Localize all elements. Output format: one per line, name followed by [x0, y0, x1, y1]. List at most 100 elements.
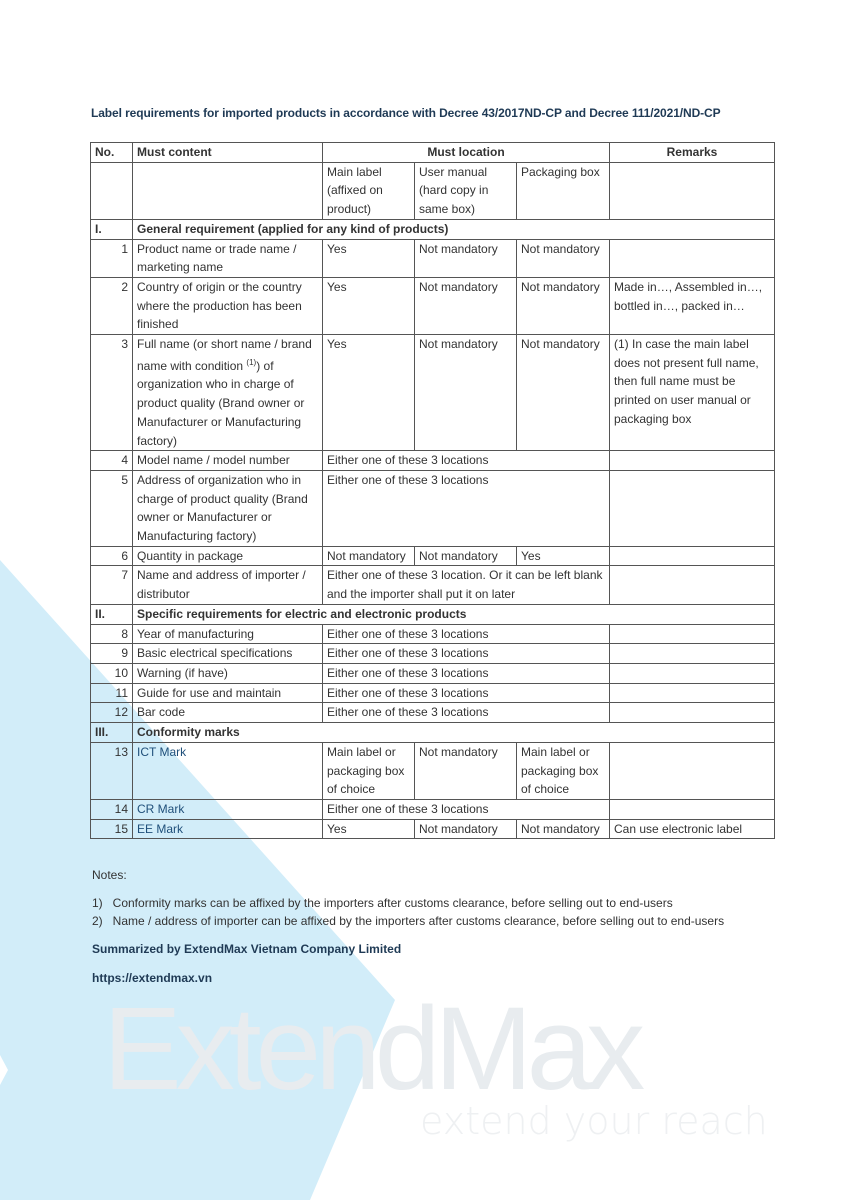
- main-cell: Yes: [322, 276, 415, 336]
- main-cell: Yes: [322, 238, 415, 278]
- either-cell: Either one of these 3 locations: [322, 450, 610, 471]
- section-no: I.: [90, 218, 133, 240]
- content-cell: Country of origin or the country where t…: [132, 276, 323, 336]
- header-location: Must location: [322, 142, 610, 163]
- table-row: 9 Basic electrical specifications Either o…: [90, 643, 775, 664]
- box-cell: Not mandatory: [516, 276, 610, 336]
- header-content: Must content: [132, 142, 323, 163]
- either-cell: Either one of these 3 locations: [322, 702, 610, 724]
- no-cell: 1: [90, 238, 133, 278]
- manual-cell: Not mandatory: [414, 238, 517, 278]
- either-cell: Either one of these 3 locations: [322, 623, 610, 645]
- section-title: General requirement (applied for any kin…: [132, 218, 775, 240]
- box-cell: Not mandatory: [516, 334, 610, 452]
- note-item: 2) Name / address of importer can be aff…: [92, 914, 725, 928]
- remarks-cell: (1) In case the main label does not pres…: [609, 334, 775, 452]
- content-cell: Bar code: [132, 702, 323, 724]
- remarks-cell: [609, 741, 775, 800]
- table-row: 14 CR Mark Either one of these 3 locations: [90, 798, 775, 820]
- notes-heading: Notes:: [92, 868, 127, 882]
- remarks-cell: [609, 623, 775, 645]
- remarks-cell: Made in…, Assembled in…, bottled in…, pa…: [609, 276, 775, 336]
- manual-cell: Not mandatory: [414, 741, 517, 800]
- no-cell: 3: [90, 334, 133, 452]
- remarks-cell: [609, 643, 775, 664]
- header-no: No.: [90, 142, 133, 163]
- remarks-cell: Can use electronic label: [609, 818, 775, 840]
- either-cell: Either one of these 3 locations: [322, 798, 610, 820]
- no-cell: 7: [90, 565, 133, 605]
- content-cell: Warning (if have): [132, 662, 323, 684]
- manual-cell: Not mandatory: [414, 276, 517, 336]
- no-cell: 11: [90, 682, 133, 704]
- no-cell: 10: [90, 662, 133, 684]
- main-cell: Yes: [322, 334, 415, 452]
- no-cell: 4: [90, 450, 133, 471]
- content-cell: Quantity in package: [132, 545, 323, 567]
- table-row: 15 EE Mark Yes Not mandatory Not mandatory Ca…: [90, 818, 775, 840]
- box-cell: Yes: [516, 545, 610, 567]
- main-cell: Main label or packaging box of choice: [322, 741, 415, 800]
- remarks-cell: [609, 702, 775, 724]
- summary-credit: Summarized by ExtendMax Vietnam Company …: [92, 942, 402, 956]
- remarks-cell: [609, 238, 775, 278]
- footnote-ref: (1): [246, 357, 257, 367]
- manual-cell: Not mandatory: [414, 334, 517, 452]
- document-title: Label requirements for imported products…: [91, 106, 721, 120]
- either-cell: Either one of these 3 locations: [322, 469, 610, 547]
- table-row: 7 Name and address of importer / distribu…: [90, 565, 775, 605]
- section-no: III.: [90, 722, 133, 743]
- header-main-label: Main label (affixed on product): [322, 161, 415, 220]
- either-cell: Either one of these 3 locations: [322, 643, 610, 664]
- requirements-table: No. Must content Must location Remarks M…: [90, 142, 775, 840]
- remarks-cell: [609, 565, 775, 605]
- manual-cell: Not mandatory: [414, 818, 517, 840]
- remarks-cell: [609, 662, 775, 684]
- content-cell: Product name or trade name / marketing n…: [132, 238, 323, 278]
- content-cell: Full name (or short name / brand name wi…: [132, 334, 323, 452]
- box-cell: Not mandatory: [516, 818, 610, 840]
- watermark-tagline: extend your reach: [420, 1099, 768, 1143]
- content-cell: CR Mark: [132, 798, 323, 820]
- content-text: ) of organization who in charge of produ…: [137, 358, 305, 448]
- table-row: 5 Address of organization who in charge o…: [90, 469, 775, 547]
- table-row: 2 Country of origin or the country where …: [90, 276, 775, 336]
- no-cell: 2: [90, 276, 133, 336]
- section-no: II.: [90, 603, 133, 625]
- content-cell: Basic electrical specifications: [132, 643, 323, 664]
- section-title: Conformity marks: [132, 722, 775, 743]
- no-cell: 9: [90, 643, 133, 664]
- no-cell: 12: [90, 702, 133, 724]
- header-packaging-box: Packaging box: [516, 161, 610, 220]
- no-cell: 13: [90, 741, 133, 800]
- remarks-cell: [609, 798, 775, 820]
- section-row: III. Conformity marks: [90, 722, 775, 743]
- content-cell: Model name / model number: [132, 450, 323, 471]
- content-cell: Name and address of importer / distribut…: [132, 565, 323, 605]
- content-text: Full name (or short name / brand name wi…: [137, 337, 312, 373]
- table-row: 1 Product name or trade name / marketing …: [90, 238, 775, 278]
- table-row: 11 Guide for use and maintain Either one o…: [90, 682, 775, 704]
- either-cell: Either one of these 3 locations: [322, 682, 610, 704]
- watermark-logo: ExtendMax: [103, 983, 645, 1115]
- table-row: 10 Warning (if have) Either one of these 3…: [90, 662, 775, 684]
- header-row: No. Must content Must location Remarks: [90, 142, 775, 163]
- table-row: 3 Full name (or short name / brand name w…: [90, 334, 775, 452]
- content-cell: Year of manufacturing: [132, 623, 323, 645]
- either-cell: Either one of these 3 locations: [322, 662, 610, 684]
- no-cell: 8: [90, 623, 133, 645]
- table-row: 13 ICT Mark Main label or packaging box of…: [90, 741, 775, 800]
- either-cell: Either one of these 3 location. Or it ca…: [322, 565, 610, 605]
- remarks-cell: [609, 469, 775, 547]
- remarks-cell: [609, 450, 775, 471]
- table-row: 4 Model name / model number Either one of …: [90, 450, 775, 471]
- content-cell: ICT Mark: [132, 741, 323, 800]
- main-cell: Yes: [322, 818, 415, 840]
- content-cell: EE Mark: [132, 818, 323, 840]
- table-row: 6 Quantity in package Not mandatory Not man…: [90, 545, 775, 567]
- section-row: I. General requirement (applied for any …: [90, 218, 775, 240]
- section-row: II. Specific requirements for electric a…: [90, 603, 775, 625]
- header-remarks: Remarks: [609, 142, 775, 163]
- website-link[interactable]: https://extendmax.vn: [92, 971, 213, 985]
- subheader-row: Main label (affixed on product) User man…: [90, 161, 775, 220]
